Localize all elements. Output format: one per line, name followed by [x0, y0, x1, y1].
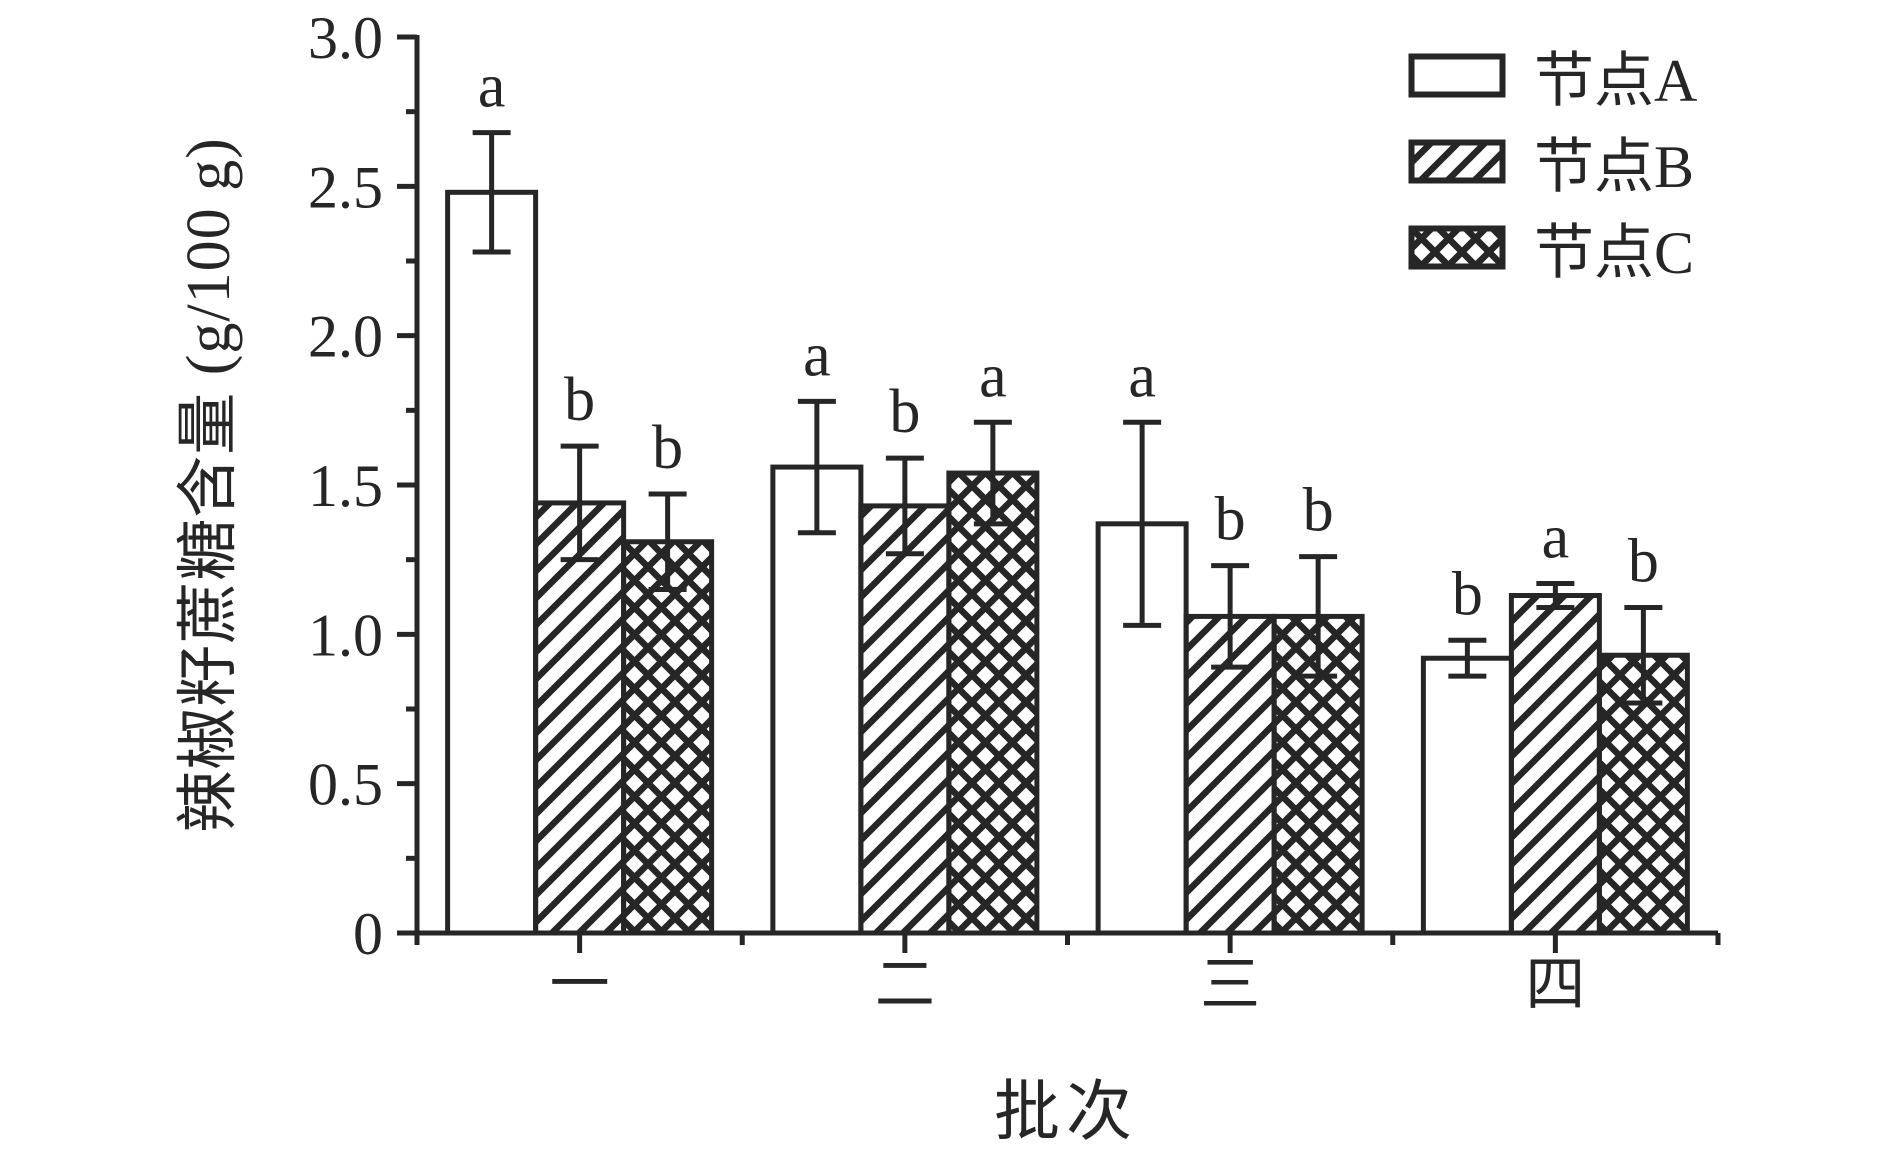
y-tick-label: 0.5	[308, 752, 383, 818]
bar	[1508, 593, 1602, 936]
significance-letter: a	[803, 321, 831, 389]
legend-label: 节点B	[1534, 133, 1695, 200]
significance-letter: b	[1628, 527, 1659, 595]
x-tick-label: 三	[1200, 952, 1260, 1018]
x-axis-title: 批次	[994, 1076, 1138, 1149]
legend-item: 节点B	[1408, 118, 1697, 204]
legend-swatch-node-a	[1408, 53, 1506, 97]
bar	[1596, 652, 1690, 936]
x-tick-label: 四	[1525, 952, 1585, 1018]
y-axis-title: 辣椒籽蔗糖含量 (g/100 g)	[175, 137, 243, 833]
y-tick-label: 0	[353, 901, 383, 967]
x-tick-label: 一	[550, 952, 610, 1018]
significance-letter: a	[1128, 342, 1156, 410]
significance-letter: b	[652, 414, 683, 482]
significance-letter: b	[1303, 477, 1334, 545]
significance-letter: b	[1452, 560, 1483, 628]
y-tick-label: 2.5	[308, 154, 383, 220]
y-tick-label: 1.5	[308, 453, 383, 519]
bar	[946, 470, 1040, 936]
bar	[858, 503, 952, 936]
significance-letter: a	[478, 53, 506, 121]
y-tick-label: 3.0	[308, 5, 383, 71]
x-tick-label: 二	[875, 952, 935, 1018]
legend-swatch-node-c	[1408, 225, 1506, 269]
legend-swatch-node-b	[1408, 139, 1506, 183]
legend: 节点A 节点B 节点C	[1408, 32, 1697, 290]
significance-letter: b	[889, 378, 920, 446]
legend-label: 节点A	[1534, 47, 1698, 114]
bar	[445, 189, 539, 936]
legend-item: 节点A	[1408, 32, 1697, 118]
y-tick-label: 2.0	[308, 304, 383, 370]
legend-label: 节点C	[1534, 219, 1695, 286]
y-tick-label: 1.0	[308, 602, 383, 668]
bar	[621, 539, 715, 936]
significance-letter: a	[979, 342, 1007, 410]
significance-letter: b	[1215, 486, 1246, 554]
bar	[533, 500, 627, 936]
legend-item: 节点C	[1408, 204, 1697, 290]
significance-letter: b	[564, 366, 595, 434]
bar	[1420, 655, 1514, 936]
significance-letter: a	[1542, 504, 1570, 572]
bar	[770, 464, 864, 936]
